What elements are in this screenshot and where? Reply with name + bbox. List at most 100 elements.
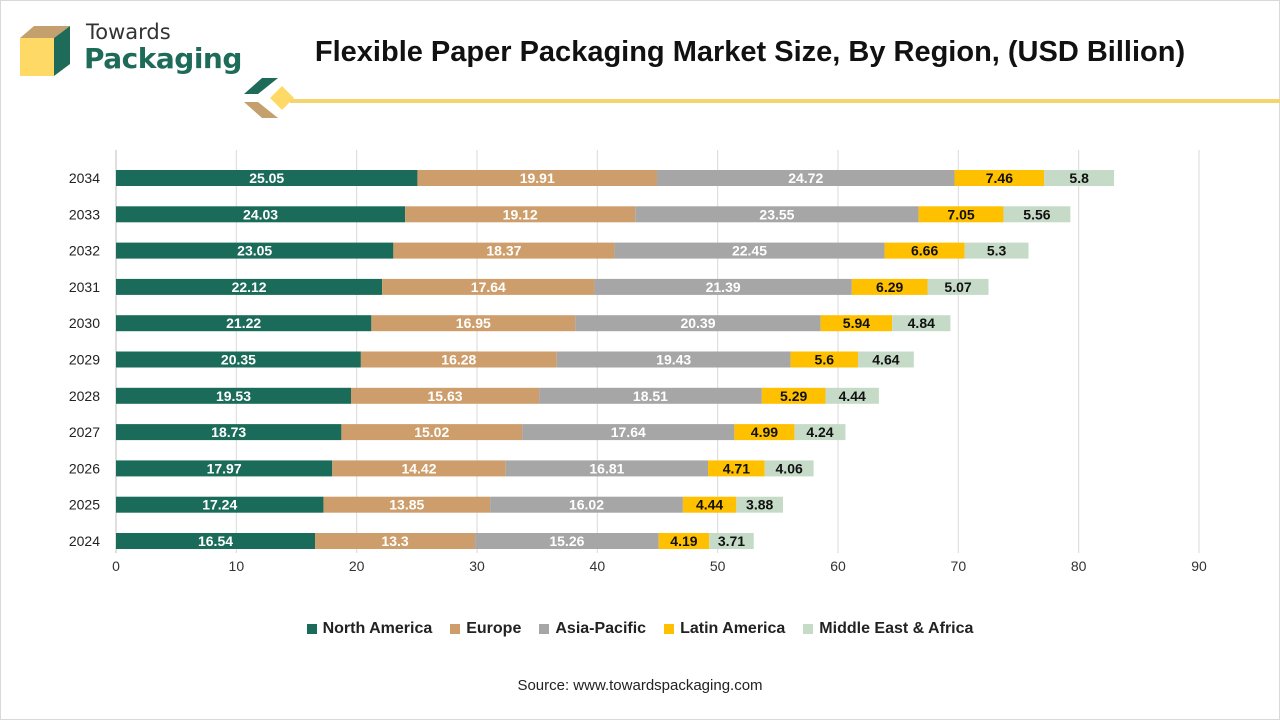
bar-segment xyxy=(851,278,928,295)
bar-segment xyxy=(709,533,754,549)
bar-segment xyxy=(475,533,659,549)
data-label: 25.05 xyxy=(249,170,284,186)
bar-segment xyxy=(405,206,636,223)
bar-segment xyxy=(382,278,595,295)
data-label: 4.06 xyxy=(776,460,803,476)
data-label: 4.19 xyxy=(670,533,697,549)
bar-segment xyxy=(708,460,765,477)
data-label: 21.39 xyxy=(706,279,741,295)
data-label: 4.44 xyxy=(839,388,866,404)
data-label: 14.42 xyxy=(401,460,436,476)
data-label: 5.3 xyxy=(987,243,1007,259)
y-tick-label: 2030 xyxy=(69,315,100,331)
bar-segment xyxy=(1044,170,1115,186)
data-label: 4.44 xyxy=(696,497,723,513)
data-label: 5.29 xyxy=(780,388,807,404)
data-label: 18.51 xyxy=(633,388,668,404)
bar-segment xyxy=(657,170,955,186)
data-label: 18.37 xyxy=(486,243,521,259)
bar-segment xyxy=(857,351,914,368)
data-label: 7.05 xyxy=(947,206,974,222)
data-label: 5.07 xyxy=(944,279,971,295)
bar-segment xyxy=(116,206,406,223)
data-label: 5.94 xyxy=(843,315,870,331)
data-label: 3.71 xyxy=(718,533,745,549)
y-tick-label: 2026 xyxy=(69,460,100,476)
bar-segment xyxy=(918,206,1004,223)
bar-segment xyxy=(539,387,762,404)
data-label: 23.05 xyxy=(237,243,272,259)
data-label: 20.35 xyxy=(221,352,256,368)
bar-segment xyxy=(371,315,576,332)
x-tick-label: 70 xyxy=(951,558,967,574)
legend-label: Latin America xyxy=(680,620,786,637)
bar-segment xyxy=(116,424,342,441)
bar-segment xyxy=(116,351,361,368)
brand-name-line2: Packaging xyxy=(84,42,242,75)
chart-title: Flexible Paper Packaging Market Size, By… xyxy=(314,36,1186,68)
data-label: 5.56 xyxy=(1023,206,1050,222)
data-label: 23.55 xyxy=(759,206,794,222)
bar-segment xyxy=(764,460,814,477)
title-divider xyxy=(244,78,1280,118)
x-tick-label: 80 xyxy=(1071,558,1087,574)
brand-name-line1: Towards xyxy=(86,20,171,44)
bar-segment xyxy=(341,424,523,441)
data-label: 16.28 xyxy=(441,352,476,368)
x-tick-label: 60 xyxy=(830,558,846,574)
data-label: 19.91 xyxy=(520,170,555,186)
data-label: 16.54 xyxy=(198,533,233,549)
data-label: 16.81 xyxy=(589,460,624,476)
data-label: 21.22 xyxy=(226,315,261,331)
bar-segment xyxy=(116,278,383,295)
bar-segment xyxy=(927,278,989,295)
data-label: 5.6 xyxy=(815,352,835,368)
legend-swatch xyxy=(450,624,461,634)
x-tick-label: 40 xyxy=(590,558,606,574)
legend-swatch xyxy=(664,624,675,634)
bar-segment xyxy=(964,242,1029,259)
bar-segment xyxy=(794,424,846,441)
data-label: 3.88 xyxy=(746,497,773,513)
data-label: 4.71 xyxy=(723,460,750,476)
bar-segment xyxy=(734,424,795,441)
source-note: Source: www.towardspackaging.com xyxy=(517,677,763,694)
brand-logo: Towards Packaging xyxy=(14,20,254,84)
y-tick-label: 2029 xyxy=(69,352,100,368)
bar-segment xyxy=(892,315,951,332)
divider-yellow-diamond xyxy=(270,86,294,110)
data-label: 7.46 xyxy=(986,170,1013,186)
bar-segment xyxy=(332,460,506,477)
legend-item: Middle East & Africa xyxy=(803,620,973,638)
bar-segment xyxy=(116,533,316,549)
x-tick-label: 50 xyxy=(710,558,726,574)
legend-swatch xyxy=(539,624,550,634)
bar-segment xyxy=(116,170,418,186)
y-tick-label: 2028 xyxy=(69,388,100,404)
bar-segment xyxy=(682,496,737,513)
bar-segment xyxy=(393,242,615,259)
x-tick-label: 30 xyxy=(469,558,485,574)
data-label: 4.99 xyxy=(751,424,778,440)
bar-segment xyxy=(417,170,658,186)
bar-segment xyxy=(658,533,710,549)
bar-segment xyxy=(820,315,893,332)
data-label: 13.3 xyxy=(381,533,408,549)
data-label: 6.66 xyxy=(911,243,938,259)
divider-tan-chevron xyxy=(244,102,278,118)
bar-segment xyxy=(635,206,919,223)
bar-segment xyxy=(736,496,784,513)
legend-label: North America xyxy=(322,620,433,637)
bar-segment xyxy=(116,387,352,404)
data-label: 22.12 xyxy=(232,279,267,295)
bar-segment xyxy=(884,242,965,259)
data-label: 22.45 xyxy=(732,243,767,259)
legend-label: Europe xyxy=(466,620,522,637)
divider-green-chevron xyxy=(244,78,278,94)
y-tick-label: 2027 xyxy=(69,424,100,440)
data-label: 19.53 xyxy=(216,388,251,404)
data-label: 13.85 xyxy=(389,497,424,513)
bar-segment xyxy=(556,351,791,368)
data-label: 6.29 xyxy=(876,279,903,295)
legend-item: Europe xyxy=(450,620,521,638)
